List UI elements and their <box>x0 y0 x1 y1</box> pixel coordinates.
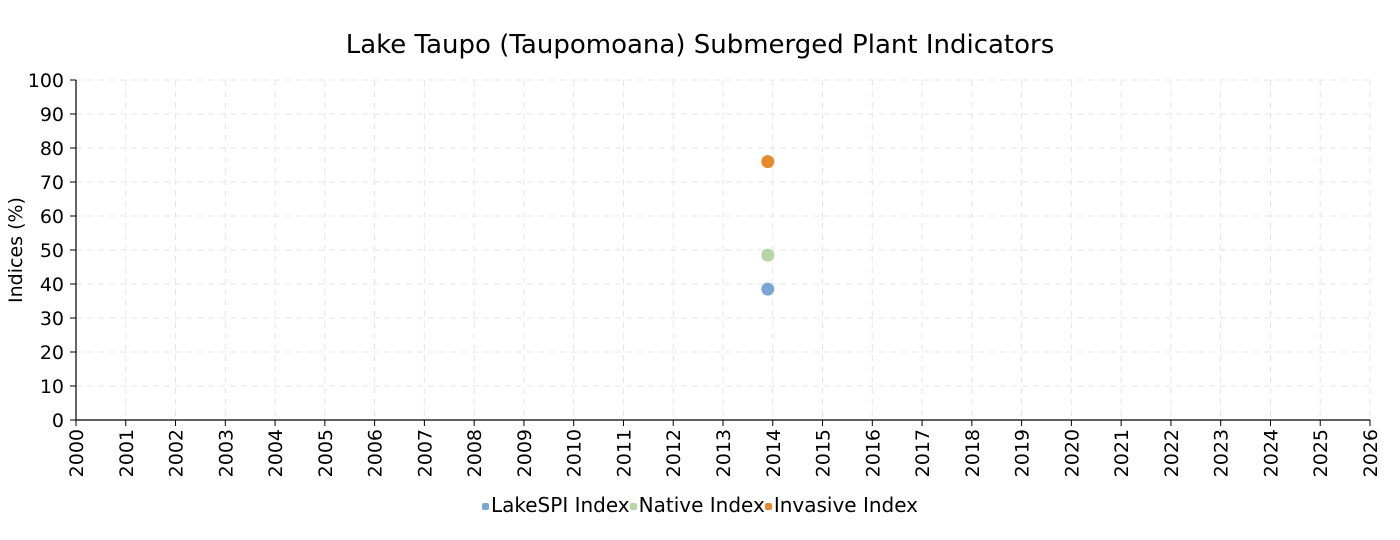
x-tick-label: 2006 <box>365 429 387 477</box>
axis-layer <box>70 79 1371 426</box>
y-tick-label: 100 <box>28 70 64 92</box>
x-tick-label: 2026 <box>1360 429 1382 477</box>
x-tick-label: 2011 <box>613 429 635 477</box>
x-tick-label: 2002 <box>166 429 188 477</box>
x-tick-label: 2005 <box>315 429 337 477</box>
x-tick-label: 2018 <box>962 429 984 477</box>
y-tick-label: 0 <box>52 410 64 432</box>
data-point <box>761 155 775 169</box>
y-tick-label: 70 <box>40 172 64 194</box>
x-tick-labels: 2000 2001 2002 2003 2004 2005 2006 2007 2008 2009… <box>66 429 1382 477</box>
y-tick-label: 10 <box>40 376 64 398</box>
legend-label: LakeSPI Index <box>490 493 630 517</box>
x-tick-label: 2009 <box>514 429 536 477</box>
x-tick-label: 2000 <box>66 429 88 477</box>
y-axis-label: Indices (%) <box>5 197 27 303</box>
legend-item[interactable]: LakeSPI Index <box>481 492 630 518</box>
x-tick-label: 2014 <box>763 429 785 477</box>
x-tick-label: 2023 <box>1211 429 1233 477</box>
data-point <box>761 282 775 296</box>
x-tick-label: 2024 <box>1260 429 1282 477</box>
y-tick-label: 60 <box>40 206 64 228</box>
y-tick-label: 30 <box>40 308 64 330</box>
x-tick-label: 2019 <box>1012 429 1034 477</box>
x-tick-label: 2007 <box>414 429 436 477</box>
legend: LakeSPI Index Native Index Invasive Index <box>0 492 1400 518</box>
x-tick-label: 2025 <box>1310 429 1332 477</box>
x-tick-label: 2004 <box>265 429 287 477</box>
legend-swatch <box>629 502 637 510</box>
grid-layer <box>76 79 1371 420</box>
x-tick-label: 2022 <box>1161 429 1183 477</box>
x-tick-label: 2003 <box>215 429 237 477</box>
y-tick-label: 80 <box>40 138 64 160</box>
legend-label: Native Index <box>638 493 765 517</box>
y-tick-label: 90 <box>40 104 64 126</box>
data-point <box>761 248 775 262</box>
legend-item[interactable]: Invasive Index <box>764 492 919 518</box>
x-tick-label: 2016 <box>862 429 884 477</box>
x-tick-label: 2010 <box>564 429 586 477</box>
legend-swatch <box>764 502 772 510</box>
y-tick-labels: 0 10 20 30 40 50 60 70 80 90 100 <box>28 70 64 432</box>
x-tick-label: 2001 <box>116 429 138 477</box>
y-tick-label: 40 <box>40 274 64 296</box>
x-tick-label: 2012 <box>663 429 685 477</box>
x-tick-label: 2017 <box>912 429 934 477</box>
data-points <box>761 155 775 296</box>
x-tick-label: 2008 <box>464 429 486 477</box>
y-tick-label: 50 <box>40 240 64 262</box>
legend-swatch <box>481 502 489 510</box>
x-tick-label: 2015 <box>813 429 835 477</box>
x-tick-label: 2020 <box>1061 429 1083 477</box>
x-tick-label: 2021 <box>1111 429 1133 477</box>
y-tick-label: 20 <box>40 342 64 364</box>
legend-item[interactable]: Native Index <box>629 492 765 518</box>
legend-label: Invasive Index <box>773 493 919 517</box>
chart-title: Lake Taupo (Taupomoana) Submerged Plant … <box>345 30 1055 60</box>
x-tick-label: 2013 <box>713 429 735 477</box>
